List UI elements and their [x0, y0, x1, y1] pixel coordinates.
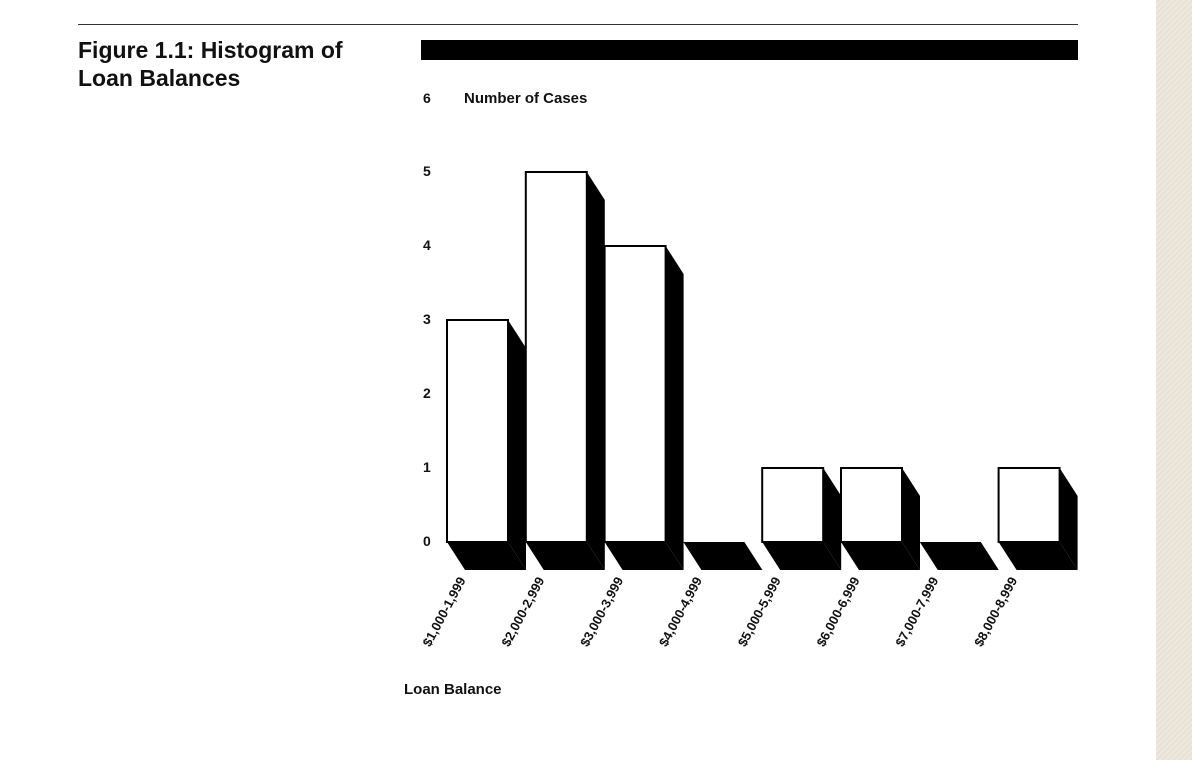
x-axis-label: Loan Balance — [404, 681, 502, 698]
bar-side-shadow — [823, 468, 842, 570]
figure-title: Figure 1.1: Histogram of Loan Balances — [78, 37, 343, 91]
y-tick-label: 0 — [423, 533, 431, 549]
bar-side-shadow — [586, 172, 605, 570]
bar-floor-shadow — [762, 542, 842, 570]
bar-face — [446, 319, 509, 543]
bar-floor-shadow — [919, 542, 999, 570]
bar-face — [524, 171, 588, 543]
header-bar — [421, 40, 1078, 60]
x-tick-label: $8,000-8,999 — [971, 574, 1020, 649]
x-tick-label: $7,000-7,999 — [892, 574, 941, 649]
bars — [446, 171, 1078, 570]
bar-floor-shadow — [525, 542, 605, 570]
bar-floor-shadow — [841, 542, 920, 570]
bar — [446, 319, 526, 570]
bar — [524, 171, 605, 570]
bar-face — [840, 467, 903, 543]
y-tick-label: 6 — [423, 90, 431, 106]
bar-floor-shadow — [998, 542, 1078, 570]
bar — [603, 245, 684, 570]
x-tick-label: $4,000-4,999 — [656, 574, 705, 649]
y-tick-label: 5 — [423, 163, 431, 179]
x-tick-label: $2,000-2,999 — [498, 574, 547, 649]
x-tick-label: $5,000-5,999 — [735, 574, 784, 649]
bar — [761, 467, 842, 570]
y-tick-label: 3 — [423, 311, 431, 327]
y-axis-label: Number of Cases — [464, 90, 587, 107]
y-axis-ticks: 0 1 2 3 4 5 6 — [423, 90, 431, 549]
bar-side-shadow — [508, 320, 526, 570]
page-edge — [1156, 0, 1192, 760]
bar-side-shadow — [1059, 468, 1078, 570]
bar-floor-shadow — [447, 542, 526, 570]
top-rule — [78, 24, 1078, 25]
y-tick-label: 2 — [423, 385, 431, 401]
bar — [919, 542, 999, 570]
y-tick-label: 4 — [423, 237, 431, 253]
x-tick-label: $1,000-1,999 — [419, 574, 468, 649]
y-tick-label: 1 — [423, 459, 431, 475]
x-tick-label: $3,000-3,999 — [577, 574, 626, 649]
bar — [683, 542, 763, 570]
bar-floor-shadow — [683, 542, 763, 570]
x-tick-label: $6,000-6,999 — [813, 574, 862, 649]
bar-face — [603, 245, 667, 543]
bar-floor-shadow — [604, 542, 684, 570]
bar — [997, 467, 1078, 570]
bar — [840, 467, 920, 570]
bar-face — [997, 467, 1061, 543]
bar-face — [761, 467, 825, 543]
bar-side-shadow — [902, 468, 920, 570]
x-axis-ticks: $1,000-1,999 $2,000-2,999 $3,000-3,999 $4,0… — [419, 574, 1020, 649]
bar-side-shadow — [665, 246, 684, 570]
